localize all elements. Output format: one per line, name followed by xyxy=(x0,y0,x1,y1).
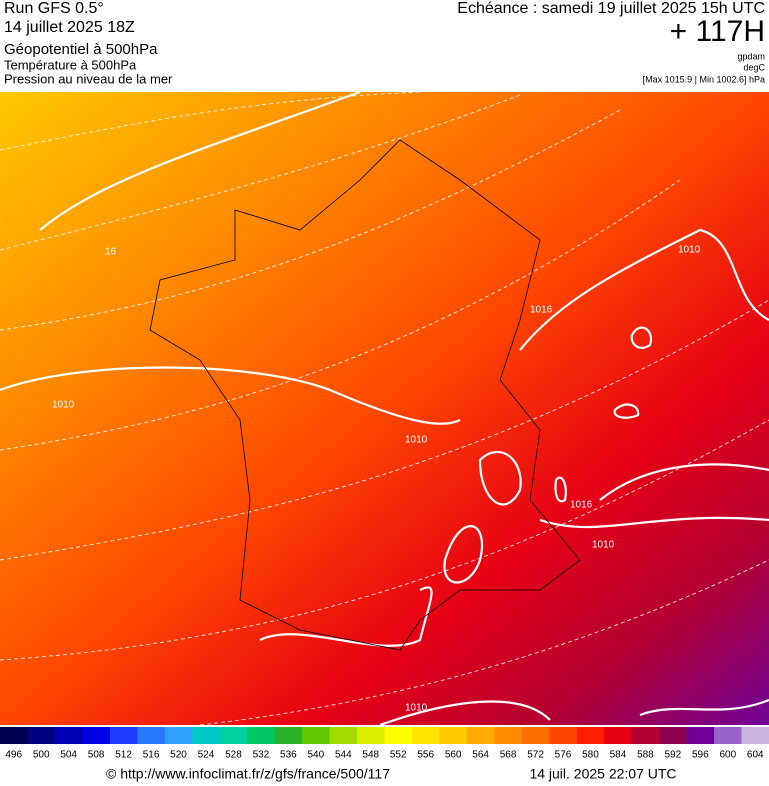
contour-label: 1010 xyxy=(405,435,428,446)
generated-date: 14 juil. 2025 22:07 UTC xyxy=(529,766,676,782)
colorbar-label: 576 xyxy=(555,750,572,761)
colorbar-label: 540 xyxy=(307,750,324,761)
colorbar: 496 500 504 508 512 516 520 524 528 532 536 540 544 5… xyxy=(0,727,769,761)
contour-label: 16 xyxy=(105,247,117,258)
colorbar-label: 508 xyxy=(88,750,105,761)
colorbar-label: 512 xyxy=(115,750,132,761)
contour-label: 1010 xyxy=(592,540,615,551)
colorbar-swatch xyxy=(714,727,743,744)
colorbar-swatch xyxy=(521,727,550,744)
colorbar-label: 504 xyxy=(60,750,77,761)
colorbar-label: 572 xyxy=(527,750,544,761)
colorbar-swatch xyxy=(576,727,605,744)
colorbar-swatch xyxy=(109,727,138,744)
colorbar-swatch xyxy=(247,727,276,744)
contour-label: 1010 xyxy=(52,400,75,411)
forecast-hour: + 117H xyxy=(670,15,765,48)
colorbar-swatch xyxy=(686,727,715,744)
colorbar-label: 532 xyxy=(253,750,270,761)
contour-label: 1016 xyxy=(570,500,593,511)
colorbar-swatch xyxy=(631,727,660,744)
colorbar-swatch xyxy=(82,727,111,744)
colorbar-label: 520 xyxy=(170,750,187,761)
field-1: Géopotentiel à 500hPa xyxy=(4,41,158,58)
colorbar-label: 500 xyxy=(33,750,50,761)
colorbar-label: 592 xyxy=(665,750,682,761)
unit-degc: degC xyxy=(743,62,765,72)
colorbar-label: 548 xyxy=(362,750,379,761)
colorbar-label: 600 xyxy=(719,750,736,761)
colorbar-label: 516 xyxy=(143,750,160,761)
source-url: © http://www.infoclimat.fr/z/gfs/france/… xyxy=(106,766,390,782)
contour-label: 1010 xyxy=(405,703,428,714)
pressure-range: [Max 1015.9 | Min 1002.6] hPa xyxy=(643,74,765,84)
colorbar-swatch xyxy=(604,727,633,744)
colorbar-swatch xyxy=(494,727,523,744)
contour-label: 1016 xyxy=(530,305,553,316)
colorbar-swatch xyxy=(0,727,28,744)
colorbar-swatch xyxy=(411,727,440,744)
run-title: Run GFS 0.5° xyxy=(4,0,104,17)
colorbar-label: 528 xyxy=(225,750,242,761)
pressure-contours xyxy=(0,90,769,727)
colorbar-swatch xyxy=(219,727,248,744)
colorbar-swatch xyxy=(741,727,769,744)
forecast-time: Echéance : samedi 19 juillet 2025 15h UT… xyxy=(457,0,765,17)
colorbar-label: 596 xyxy=(692,750,709,761)
colorbar-swatch xyxy=(27,727,56,744)
map: 16 1010 1010 1016 1010 1016 1010 1010 xyxy=(0,90,769,727)
france-outline xyxy=(149,139,581,651)
colorbar-label: 604 xyxy=(747,750,764,761)
colorbar-swatch xyxy=(164,727,193,744)
colorbar-swatch xyxy=(137,727,166,744)
colorbar-swatch xyxy=(466,727,495,744)
colorbar-label: 536 xyxy=(280,750,297,761)
colorbar-swatch xyxy=(54,727,83,744)
colorbar-swatch xyxy=(659,727,688,744)
colorbar-label: 552 xyxy=(390,750,407,761)
colorbar-label: 560 xyxy=(445,750,462,761)
colorbar-label: 496 xyxy=(5,750,22,761)
colorbar-label: 556 xyxy=(417,750,434,761)
colorbar-label: 544 xyxy=(335,750,352,761)
colorbar-swatch xyxy=(439,727,468,744)
colorbar-label: 580 xyxy=(582,750,599,761)
colorbar-swatch xyxy=(274,727,303,744)
colorbar-swatch xyxy=(302,727,331,744)
colorbar-swatch xyxy=(329,727,358,744)
temperature-contours xyxy=(0,91,769,726)
unit-gpdam: gpdam xyxy=(737,51,765,61)
colorbar-label: 584 xyxy=(610,750,627,761)
colorbar-label: 564 xyxy=(472,750,489,761)
contour-label: 1010 xyxy=(678,245,701,256)
colorbar-swatch xyxy=(384,727,413,744)
colorbar-label: 568 xyxy=(500,750,517,761)
colorbar-swatch xyxy=(357,727,385,744)
colorbar-swatch xyxy=(192,727,221,744)
colorbar-label: 588 xyxy=(637,750,654,761)
field-3: Pression au niveau de la mer xyxy=(4,71,173,86)
field-2: Température à 500hPa xyxy=(4,57,137,72)
map-field xyxy=(0,92,769,725)
colorbar-swatch xyxy=(549,727,578,744)
colorbar-label: 524 xyxy=(198,750,215,761)
run-date: 14 juillet 2025 18Z xyxy=(4,19,135,36)
